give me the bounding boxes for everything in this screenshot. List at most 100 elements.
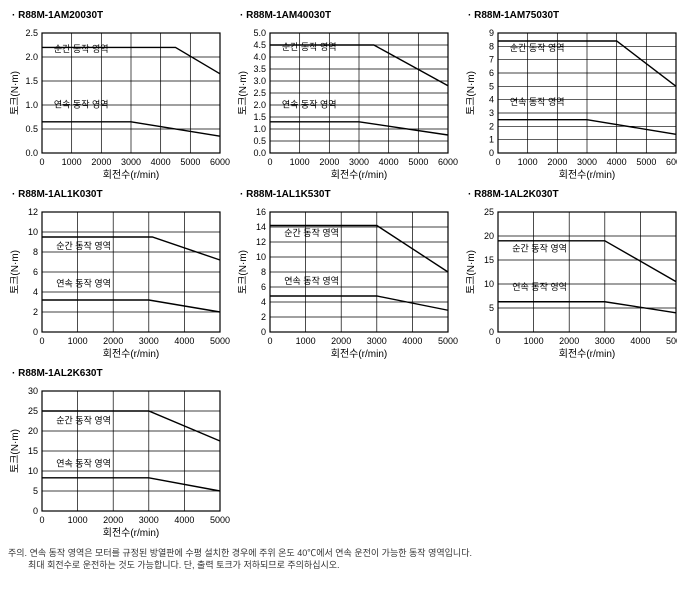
svg-text:0: 0 bbox=[495, 336, 500, 346]
svg-text:순간 동작 영역: 순간 동작 영역 bbox=[284, 228, 339, 238]
svg-text:12: 12 bbox=[28, 207, 38, 217]
svg-text:0: 0 bbox=[39, 515, 44, 525]
svg-text:2.0: 2.0 bbox=[25, 52, 38, 62]
svg-text:토크(N·m): 토크(N·m) bbox=[10, 250, 21, 294]
footnote-line1: 연속 동작 영역은 모터를 규정된 방열판에 수평 설치한 경우에 주위 온도 … bbox=[30, 548, 472, 558]
svg-text:6000: 6000 bbox=[210, 157, 230, 167]
svg-text:1000: 1000 bbox=[62, 157, 82, 167]
svg-text:연속 동작 영역: 연속 동작 영역 bbox=[56, 459, 111, 469]
svg-text:회전수(r/min): 회전수(r/min) bbox=[103, 169, 159, 181]
svg-text:1.0: 1.0 bbox=[253, 124, 266, 134]
footnote-prefix: 주의. bbox=[8, 548, 27, 558]
svg-text:5: 5 bbox=[489, 303, 494, 313]
svg-text:4000: 4000 bbox=[402, 336, 422, 346]
chart-title: · R88M-1AL1K030T bbox=[12, 189, 230, 200]
svg-text:회전수(r/min): 회전수(r/min) bbox=[103, 348, 159, 360]
svg-text:회전수(r/min): 회전수(r/min) bbox=[559, 348, 615, 360]
svg-text:연속 동작 영역: 연속 동작 영역 bbox=[510, 97, 565, 107]
svg-text:9: 9 bbox=[489, 28, 494, 38]
svg-text:회전수(r/min): 회전수(r/min) bbox=[331, 169, 387, 181]
svg-text:4: 4 bbox=[261, 297, 266, 307]
svg-text:회전수(r/min): 회전수(r/min) bbox=[559, 169, 615, 181]
svg-text:회전수(r/min): 회전수(r/min) bbox=[103, 527, 159, 539]
torque-speed-chart: 0100020003000400050000510152025순간 동작 영역연… bbox=[464, 202, 677, 362]
torque-speed-chart: 01000200030004000500060000.00.51.01.52.0… bbox=[8, 23, 230, 183]
svg-text:0: 0 bbox=[39, 336, 44, 346]
svg-text:3000: 3000 bbox=[121, 157, 141, 167]
chart-panel: · R88M-1AL1K530T010002000300040005000024… bbox=[236, 187, 458, 362]
svg-text:1.5: 1.5 bbox=[25, 76, 38, 86]
svg-text:6000: 6000 bbox=[438, 157, 458, 167]
svg-text:2.0: 2.0 bbox=[253, 100, 266, 110]
svg-text:2000: 2000 bbox=[103, 515, 123, 525]
svg-text:연속 동작 영역: 연속 동작 영역 bbox=[282, 99, 337, 109]
svg-text:10: 10 bbox=[28, 227, 38, 237]
torque-speed-chart: 010002000300040005000024681012순간 동작 영역연속… bbox=[8, 202, 230, 362]
chart-title: · R88M-1AL2K630T bbox=[12, 368, 230, 379]
svg-text:25: 25 bbox=[484, 207, 494, 217]
svg-text:순간 동작 영역: 순간 동작 영역 bbox=[54, 44, 109, 54]
chart-panel: · R88M-1AL2K030T010002000300040005000051… bbox=[464, 187, 677, 362]
svg-text:3000: 3000 bbox=[139, 336, 159, 346]
svg-text:회전수(r/min): 회전수(r/min) bbox=[331, 348, 387, 360]
svg-text:2000: 2000 bbox=[319, 157, 339, 167]
svg-text:0: 0 bbox=[33, 506, 38, 516]
svg-text:순간 동작 영역: 순간 동작 영역 bbox=[512, 244, 567, 254]
svg-text:5000: 5000 bbox=[210, 515, 230, 525]
svg-text:12: 12 bbox=[256, 237, 266, 247]
svg-text:16: 16 bbox=[256, 207, 266, 217]
chart-panel: · R88M-1AL1K030T010002000300040005000024… bbox=[8, 187, 230, 362]
svg-text:7: 7 bbox=[489, 55, 494, 65]
svg-text:20: 20 bbox=[484, 231, 494, 241]
svg-text:4000: 4000 bbox=[607, 157, 627, 167]
svg-text:2000: 2000 bbox=[331, 336, 351, 346]
svg-text:15: 15 bbox=[28, 446, 38, 456]
svg-text:5000: 5000 bbox=[408, 157, 428, 167]
svg-text:0: 0 bbox=[267, 336, 272, 346]
svg-text:15: 15 bbox=[484, 255, 494, 265]
svg-text:연속 동작 영역: 연속 동작 영역 bbox=[54, 99, 109, 109]
svg-text:2.5: 2.5 bbox=[253, 88, 266, 98]
svg-text:10: 10 bbox=[28, 466, 38, 476]
svg-text:8: 8 bbox=[33, 247, 38, 257]
svg-text:0.5: 0.5 bbox=[25, 124, 38, 134]
svg-text:3.0: 3.0 bbox=[253, 76, 266, 86]
svg-text:토크(N·m): 토크(N·m) bbox=[238, 71, 249, 115]
torque-speed-chart: 0100020003000400050000246810121416순간 동작 … bbox=[236, 202, 458, 362]
svg-text:1: 1 bbox=[489, 135, 494, 145]
svg-text:1.0: 1.0 bbox=[25, 100, 38, 110]
svg-text:2.5: 2.5 bbox=[25, 28, 38, 38]
svg-text:3000: 3000 bbox=[349, 157, 369, 167]
svg-text:4.5: 4.5 bbox=[253, 40, 266, 50]
svg-text:6: 6 bbox=[33, 267, 38, 277]
chart-panel: · R88M-1AL2K630T010002000300040005000051… bbox=[8, 366, 230, 541]
chart-title: · R88M-1AM20030T bbox=[12, 10, 230, 21]
svg-text:0: 0 bbox=[261, 327, 266, 337]
svg-text:2: 2 bbox=[261, 312, 266, 322]
chart-title: · R88M-1AL2K030T bbox=[468, 189, 677, 200]
torque-speed-chart: 010002000300040005000051015202530순간 동작 영… bbox=[8, 381, 230, 541]
torque-speed-chart: 01000200030004000500060000.00.51.01.52.0… bbox=[236, 23, 458, 183]
svg-text:순간 동작 영역: 순간 동작 영역 bbox=[56, 415, 111, 425]
svg-text:3000: 3000 bbox=[595, 336, 615, 346]
svg-text:5.0: 5.0 bbox=[253, 28, 266, 38]
svg-text:14: 14 bbox=[256, 222, 266, 232]
torque-speed-chart: 01000200030004000500060000123456789순간 동작… bbox=[464, 23, 677, 183]
svg-text:3000: 3000 bbox=[577, 157, 597, 167]
svg-text:토크(N·m): 토크(N·m) bbox=[10, 71, 21, 115]
footnote: 주의. 연속 동작 영역은 모터를 규정된 방열판에 수평 설치한 경우에 주위… bbox=[8, 547, 669, 571]
svg-text:5: 5 bbox=[33, 486, 38, 496]
svg-text:1000: 1000 bbox=[518, 157, 538, 167]
svg-text:4.0: 4.0 bbox=[253, 52, 266, 62]
svg-text:6000: 6000 bbox=[666, 157, 677, 167]
svg-text:토크(N·m): 토크(N·m) bbox=[10, 429, 21, 473]
svg-text:순간 동작 영역: 순간 동작 영역 bbox=[56, 241, 111, 251]
svg-text:6: 6 bbox=[489, 68, 494, 78]
chart-panel: · R88M-1AM75030T010002000300040005000600… bbox=[464, 8, 677, 183]
svg-text:4000: 4000 bbox=[151, 157, 171, 167]
svg-text:8: 8 bbox=[489, 41, 494, 51]
svg-text:연속 동작 영역: 연속 동작 영역 bbox=[56, 278, 111, 288]
svg-text:연속 동작 영역: 연속 동작 영역 bbox=[284, 276, 339, 286]
chart-panel: · R88M-1AM40030T010002000300040005000600… bbox=[236, 8, 458, 183]
svg-text:1000: 1000 bbox=[290, 157, 310, 167]
